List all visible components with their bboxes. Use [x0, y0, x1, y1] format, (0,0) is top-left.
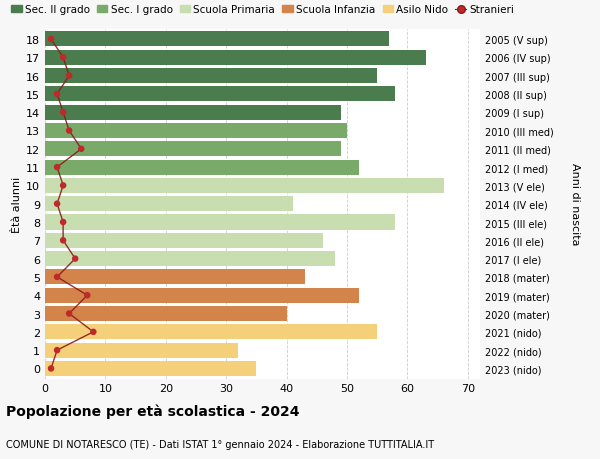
- Bar: [45, 197, 293, 212]
- Point: [76, 146, 86, 153]
- Bar: [45, 69, 377, 84]
- Point: [82, 292, 92, 299]
- Point: [64, 73, 74, 80]
- Bar: [45, 106, 341, 120]
- Point: [58, 55, 68, 62]
- Point: [46, 365, 56, 372]
- Legend: Sec. II grado, Sec. I grado, Scuola Primaria, Scuola Infanzia, Asilo Nido, Stran: Sec. II grado, Sec. I grado, Scuola Prim…: [11, 5, 514, 15]
- Bar: [45, 288, 359, 303]
- Y-axis label: Ètà alunni: Ètà alunni: [12, 176, 22, 232]
- Point: [52, 164, 62, 171]
- Point: [64, 128, 74, 135]
- Bar: [45, 142, 341, 157]
- Point: [58, 219, 68, 226]
- Point: [46, 36, 56, 44]
- Bar: [45, 252, 335, 267]
- Point: [58, 237, 68, 245]
- Y-axis label: Anni di nascita: Anni di nascita: [570, 163, 580, 246]
- Text: COMUNE DI NOTARESCO (TE) - Dati ISTAT 1° gennaio 2024 - Elaborazione TUTTITALIA.: COMUNE DI NOTARESCO (TE) - Dati ISTAT 1°…: [6, 440, 434, 449]
- Point: [58, 109, 68, 117]
- Point: [52, 201, 62, 208]
- Point: [89, 329, 98, 336]
- Bar: [45, 160, 359, 175]
- Bar: [45, 50, 425, 66]
- Bar: [45, 33, 389, 47]
- Bar: [45, 343, 238, 358]
- Point: [58, 182, 68, 190]
- Point: [52, 91, 62, 98]
- Bar: [45, 325, 377, 340]
- Point: [52, 347, 62, 354]
- Point: [70, 255, 80, 263]
- Point: [64, 310, 74, 318]
- Bar: [45, 179, 444, 194]
- Bar: [45, 361, 256, 376]
- Text: Popolazione per età scolastica - 2024: Popolazione per età scolastica - 2024: [6, 404, 299, 419]
- Bar: [45, 124, 347, 139]
- Bar: [45, 270, 305, 285]
- Bar: [45, 306, 287, 321]
- Bar: [45, 233, 323, 248]
- Point: [52, 274, 62, 281]
- Bar: [45, 215, 395, 230]
- Bar: [45, 87, 395, 102]
